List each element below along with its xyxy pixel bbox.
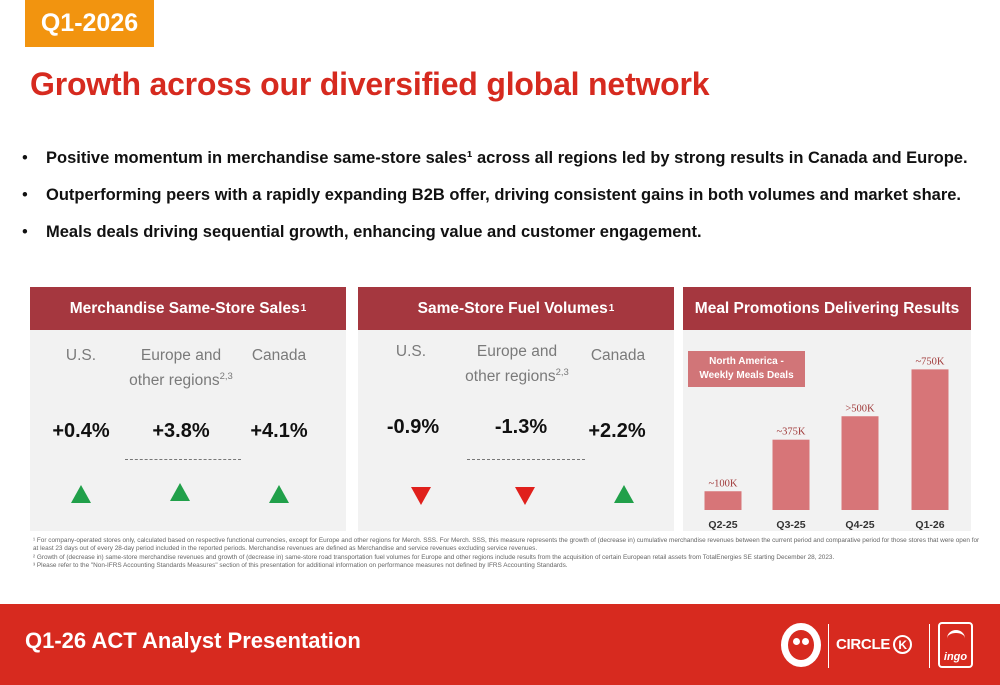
metric-value-canada: +2.2% (588, 420, 646, 442)
panel-title: Merchandise Same-Store Sales (69, 299, 300, 317)
up-arrow-icon (614, 485, 634, 503)
data-label: ~100K (708, 478, 737, 489)
circle-k-logo: CIRCLE K (836, 635, 913, 654)
bar-q3-25 (772, 439, 810, 510)
panel-title-sup: 1 (608, 303, 615, 314)
quarter-tag: Q1-2026 (25, 0, 154, 47)
bullet-item: • Positive momentum in merchandise same-s… (22, 148, 987, 169)
bar-q2-25 (704, 491, 742, 510)
footnotes: ¹ For company-operated stores only, calc… (33, 537, 983, 570)
col-label-europe: Europe and other regions2,3 (465, 343, 569, 386)
divider-dashed (467, 459, 585, 460)
col-label-us: U.S. (65, 347, 97, 364)
bullet-item: • Outperforming peers with a rapidly expa… (22, 185, 987, 206)
x-tick-label: Q4-25 (845, 519, 874, 531)
x-tick-label: Q2-25 (708, 519, 737, 531)
panel-title: Meal Promotions Delivering Results (694, 299, 960, 317)
bullet-glyph: • (22, 149, 28, 167)
up-arrow-icon (269, 485, 289, 503)
bullet-text: Positive momentum in merchandise same-st… (46, 149, 968, 167)
col-label-europe: Europe and other regions2,3 (129, 347, 233, 390)
panel-title-sup: 1 (300, 303, 307, 314)
col-label-us: U.S. (395, 343, 427, 360)
chart-legend-label: North America - Weekly Meals Deals (688, 351, 805, 387)
panel-header: Meal Promotions Delivering Results (683, 287, 971, 330)
footnote: ³ Please refer to the "Non-IFRS Accounti… (33, 561, 568, 569)
down-arrow-icon (515, 487, 535, 505)
metric-value-europe: -1.3% (494, 416, 548, 438)
panel-header: Merchandise Same-Store Sales 1 (30, 287, 346, 330)
bar-q1-26 (911, 369, 949, 510)
metric-value-us: +0.4% (52, 420, 110, 442)
x-tick-label: Q3-25 (776, 519, 805, 531)
down-arrow-icon (411, 487, 431, 505)
col-label-canada: Canada (251, 347, 307, 364)
metric-value-us: -0.9% (386, 416, 440, 438)
panel-header: Same-Store Fuel Volumes 1 (358, 287, 674, 330)
couche-tard-owl-logo (781, 623, 821, 667)
footer-bar: Q1-26 ACT Analyst Presentation CIRCLE K i… (0, 604, 1000, 685)
bullet-glyph: • (22, 186, 28, 204)
bullet-text: Meals deals driving sequential growth, e… (46, 223, 702, 241)
x-tick-label: Q1-26 (915, 519, 944, 531)
logo-divider (828, 624, 829, 668)
bullet-text: Outperforming peers with a rapidly expan… (46, 186, 962, 204)
meal-promotions-panel: Meal Promotions Delivering Results ~100K… (683, 287, 971, 531)
footnote: ² Growth of (decrease in) same-store mer… (33, 553, 835, 561)
bullet-list: • Positive momentum in merchandise same-s… (22, 148, 987, 259)
meal-deals-bar-chart: ~100K Q2-25 ~375K Q3-25 >500K Q4-25 ~750K Q1-26 (704, 356, 949, 531)
ingo-logo: ingo (938, 622, 973, 668)
divider-dashed (125, 459, 241, 460)
metric-value-europe: +3.8% (152, 420, 210, 442)
data-label: ~750K (915, 356, 944, 367)
up-arrow-icon (71, 485, 91, 503)
bullet-item: • Meals deals driving sequential growth, … (22, 222, 987, 243)
up-arrow-icon (170, 483, 190, 501)
page-title: Growth across our diversified global net… (30, 66, 710, 102)
fuel-volumes-panel: Same-Store Fuel Volumes 1 U.S. Europe and… (358, 287, 674, 531)
data-label: >500K (845, 403, 875, 414)
bullet-glyph: • (22, 223, 28, 241)
data-label: ~375K (776, 427, 805, 438)
bar-q4-25 (841, 416, 879, 510)
footer-title: Q1-26 ACT Analyst Presentation (25, 628, 361, 653)
metric-value-canada: +4.1% (250, 420, 308, 442)
col-label-canada: Canada (590, 347, 646, 364)
footnote: ¹ For company-operated stores only, calc… (33, 537, 980, 553)
logo-divider (929, 624, 930, 668)
panel-title: Same-Store Fuel Volumes (417, 299, 608, 317)
merch-sss-panel: Merchandise Same-Store Sales 1 U.S. Europ… (30, 287, 346, 531)
